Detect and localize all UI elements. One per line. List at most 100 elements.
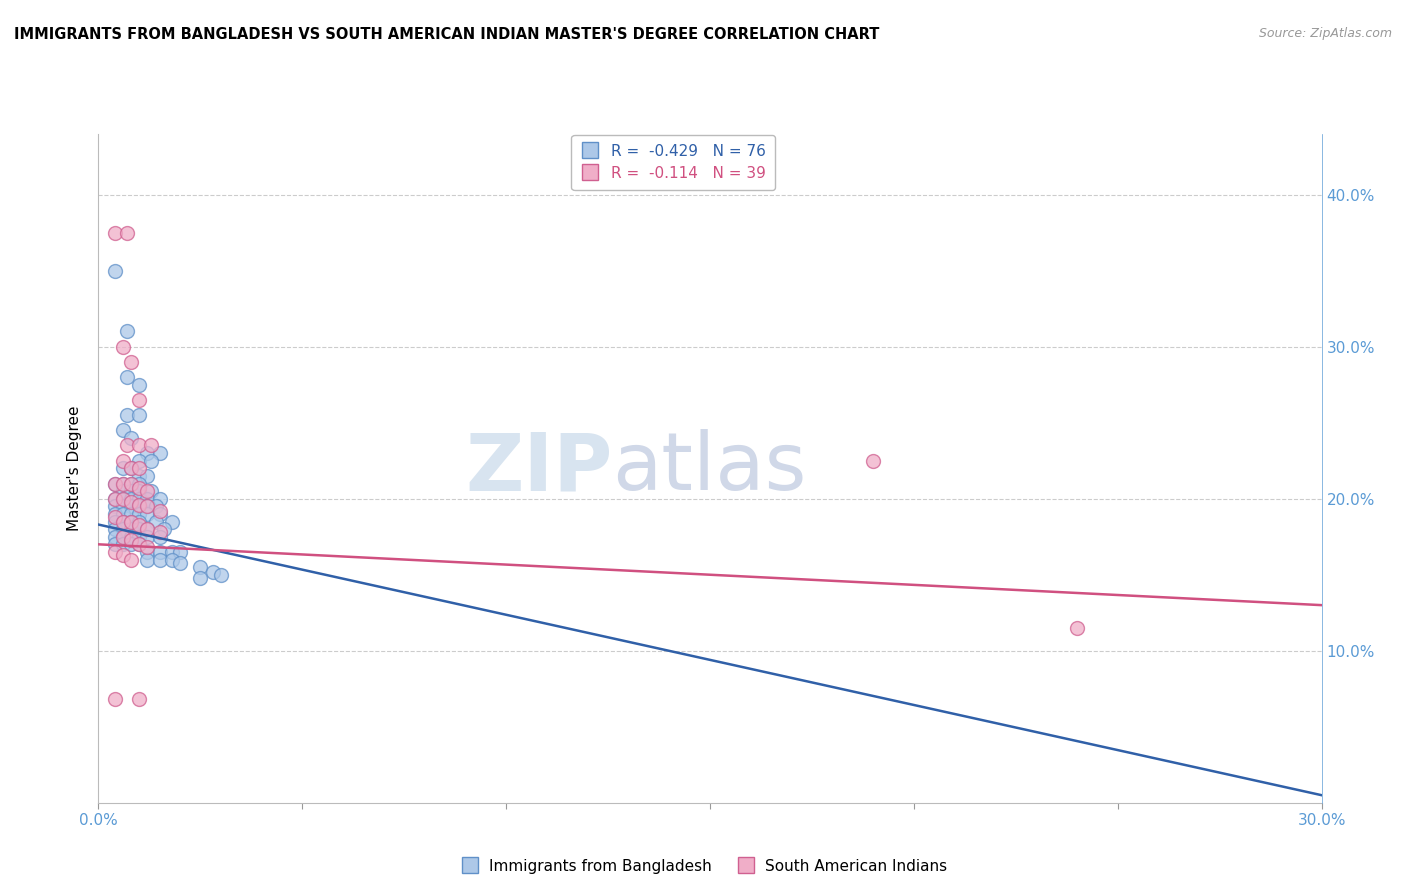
Point: [120, 533, 142, 547]
Point: [120, 355, 142, 369]
Point: [111, 484, 134, 499]
Point: [104, 545, 127, 559]
Point: [104, 515, 127, 529]
Point: [115, 370, 138, 384]
Legend: R =  -0.429   N = 76, R =  -0.114   N = 39: R = -0.429 N = 76, R = -0.114 N = 39: [571, 135, 775, 190]
Point: [104, 510, 127, 524]
Point: [136, 541, 159, 555]
Point: [104, 500, 127, 514]
Point: [136, 500, 159, 514]
Point: [160, 552, 183, 566]
Point: [104, 491, 127, 506]
Point: [120, 515, 142, 529]
Point: [149, 507, 172, 521]
Point: [136, 484, 159, 499]
Point: [120, 552, 142, 566]
Point: [149, 552, 172, 566]
Text: Source: ZipAtlas.com: Source: ZipAtlas.com: [1258, 27, 1392, 40]
Point: [128, 537, 150, 551]
Point: [160, 515, 183, 529]
Point: [145, 515, 167, 529]
Point: [128, 481, 150, 495]
Point: [120, 494, 142, 508]
Point: [120, 500, 142, 514]
Point: [149, 446, 172, 460]
Point: [136, 545, 159, 559]
Point: [128, 484, 150, 499]
Point: [120, 461, 142, 475]
Point: [111, 491, 134, 506]
Point: [862, 453, 884, 467]
Point: [111, 453, 134, 467]
Point: [128, 469, 150, 483]
Point: [104, 263, 127, 277]
Point: [136, 522, 159, 536]
Point: [160, 545, 183, 559]
Point: [128, 453, 150, 467]
Point: [111, 500, 134, 514]
Point: [104, 522, 127, 536]
Point: [111, 530, 134, 544]
Point: [149, 545, 172, 559]
Point: [128, 461, 150, 475]
Point: [188, 560, 212, 574]
Point: [115, 438, 138, 452]
Point: [128, 537, 150, 551]
Point: [120, 507, 142, 521]
Point: [115, 408, 138, 422]
Point: [136, 530, 159, 544]
Point: [201, 565, 224, 579]
Point: [188, 571, 212, 585]
Point: [128, 438, 150, 452]
Point: [104, 476, 127, 491]
Point: [111, 423, 134, 437]
Point: [128, 500, 150, 514]
Point: [149, 530, 172, 544]
Point: [111, 522, 134, 536]
Text: atlas: atlas: [612, 429, 807, 508]
Point: [120, 522, 142, 536]
Point: [128, 522, 150, 536]
Point: [136, 522, 159, 536]
Point: [120, 461, 142, 475]
Point: [104, 491, 127, 506]
Point: [136, 507, 159, 521]
Point: [120, 476, 142, 491]
Point: [141, 453, 163, 467]
Point: [128, 377, 150, 392]
Point: [149, 525, 172, 540]
Point: [136, 446, 159, 460]
Point: [111, 491, 134, 506]
Legend: Immigrants from Bangladesh, South American Indians: Immigrants from Bangladesh, South Americ…: [453, 853, 953, 880]
Point: [111, 515, 134, 529]
Point: [128, 692, 150, 706]
Point: [149, 491, 172, 506]
Point: [111, 476, 134, 491]
Point: [120, 515, 142, 529]
Point: [111, 461, 134, 475]
Point: [136, 500, 159, 514]
Point: [128, 392, 150, 407]
Point: [136, 469, 159, 483]
Point: [128, 498, 150, 512]
Point: [111, 476, 134, 491]
Point: [111, 548, 134, 562]
Point: [120, 431, 142, 445]
Text: IMMIGRANTS FROM BANGLADESH VS SOUTH AMERICAN INDIAN MASTER'S DEGREE CORRELATION : IMMIGRANTS FROM BANGLADESH VS SOUTH AMER…: [14, 27, 879, 42]
Point: [104, 476, 127, 491]
Point: [128, 515, 150, 529]
Point: [120, 491, 142, 506]
Point: [128, 530, 150, 544]
Point: [111, 507, 134, 521]
Text: ZIP: ZIP: [465, 429, 612, 508]
Point: [209, 567, 232, 582]
Point: [120, 484, 142, 499]
Point: [169, 556, 191, 570]
Point: [141, 484, 163, 499]
Point: [145, 500, 167, 514]
Point: [120, 537, 142, 551]
Point: [120, 530, 142, 544]
Point: [104, 530, 127, 544]
Point: [141, 438, 163, 452]
Point: [111, 530, 134, 544]
